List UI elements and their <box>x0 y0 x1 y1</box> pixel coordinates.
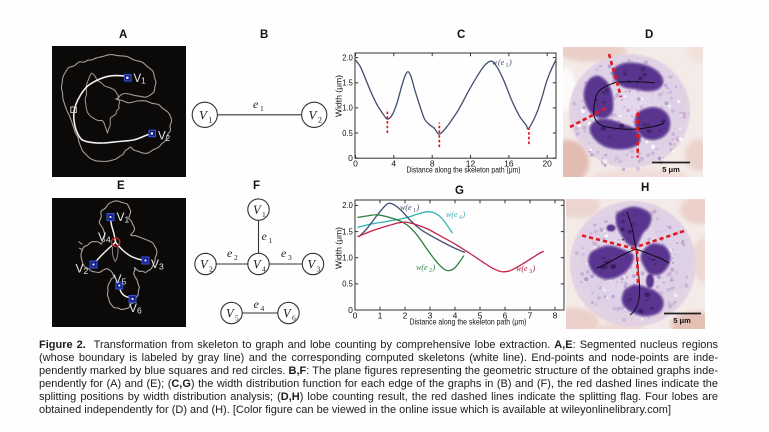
svg-text:2: 2 <box>318 116 322 125</box>
svg-text:2: 2 <box>234 253 238 262</box>
svg-text:1.5: 1.5 <box>342 226 353 236</box>
svg-text:1: 1 <box>269 236 273 245</box>
svg-text:1: 1 <box>209 116 213 125</box>
svg-text:V5: V5 <box>114 272 127 287</box>
svg-text:V: V <box>308 257 317 271</box>
svg-text:0: 0 <box>348 153 353 163</box>
svg-text:e: e <box>253 97 259 111</box>
svg-text:5: 5 <box>478 310 483 320</box>
svg-text:8: 8 <box>430 159 435 169</box>
svg-text:): ) <box>532 264 536 273</box>
svg-text:3: 3 <box>317 264 321 273</box>
svg-text:5 μm: 5 μm <box>662 165 680 174</box>
svg-text:V: V <box>283 306 292 320</box>
svg-text:e: e <box>262 229 268 243</box>
svg-text:16: 16 <box>504 159 514 169</box>
svg-text:Distance along the skeleton pa: Distance along the skeleton path (μm) <box>407 165 521 174</box>
svg-text:12: 12 <box>466 159 476 169</box>
svg-text:V1: V1 <box>134 73 147 86</box>
svg-text:V: V <box>200 257 209 271</box>
svg-text:w(e: w(e <box>400 203 412 212</box>
svg-text:2: 2 <box>209 264 213 273</box>
svg-text:0.5: 0.5 <box>342 279 353 289</box>
svg-text:1: 1 <box>378 310 383 320</box>
svg-text:5 μm: 5 μm <box>673 316 691 325</box>
svg-text:6: 6 <box>503 310 508 320</box>
svg-text:V: V <box>309 107 319 122</box>
svg-text:V2: V2 <box>158 131 171 144</box>
svg-text:1.0: 1.0 <box>342 103 353 113</box>
svg-text:V: V <box>226 306 235 320</box>
svg-text:w: w <box>492 58 498 67</box>
svg-text:6: 6 <box>292 313 296 322</box>
svg-text:): ) <box>508 58 512 67</box>
svg-text:2.0: 2.0 <box>342 52 353 62</box>
svg-text:1: 1 <box>260 104 264 113</box>
svg-text:0: 0 <box>348 305 353 315</box>
svg-text:V3: V3 <box>151 257 164 272</box>
svg-text:7: 7 <box>528 310 533 320</box>
svg-text:V: V <box>253 203 262 217</box>
svg-text:V1: V1 <box>117 210 130 225</box>
svg-text:w(e: w(e <box>516 264 528 273</box>
svg-text:Distance along the skeleton pa: Distance along the skeleton path (μm) <box>410 317 527 326</box>
svg-text:1: 1 <box>262 210 266 219</box>
svg-text:w(e: w(e <box>416 263 428 272</box>
svg-text:Width (μm): Width (μm) <box>335 227 344 269</box>
svg-text:w(e: w(e <box>446 210 458 219</box>
svg-text:e: e <box>281 246 287 260</box>
svg-text:(e: (e <box>498 58 505 67</box>
svg-text:V: V <box>253 257 262 271</box>
svg-text:e: e <box>227 246 233 260</box>
svg-text:5: 5 <box>235 313 239 322</box>
svg-text:e: e <box>254 297 260 311</box>
svg-text:V4: V4 <box>98 230 111 245</box>
svg-text:Width (μm): Width (μm) <box>335 75 344 117</box>
svg-text:1.5: 1.5 <box>342 78 353 88</box>
svg-text:2.0: 2.0 <box>342 200 353 210</box>
svg-text:V2: V2 <box>76 262 89 277</box>
svg-text:V: V <box>199 107 209 122</box>
svg-text:4: 4 <box>391 159 396 169</box>
svg-text:2: 2 <box>429 268 432 274</box>
svg-text:4: 4 <box>459 215 462 221</box>
svg-text:): ) <box>462 210 466 219</box>
svg-text:20: 20 <box>542 159 552 169</box>
svg-text:4: 4 <box>261 304 265 313</box>
svg-text:1: 1 <box>413 208 416 214</box>
svg-text:4: 4 <box>262 264 266 273</box>
svg-text:1.0: 1.0 <box>342 253 353 263</box>
svg-text:2: 2 <box>403 310 408 320</box>
svg-text:4: 4 <box>453 310 458 320</box>
svg-text:0: 0 <box>353 159 358 169</box>
svg-text:0.5: 0.5 <box>342 128 353 138</box>
svg-text:8: 8 <box>553 310 558 320</box>
svg-text:3: 3 <box>529 269 532 275</box>
svg-text:V6: V6 <box>129 301 142 316</box>
svg-text:0: 0 <box>353 310 358 320</box>
svg-text:3: 3 <box>288 253 292 262</box>
svg-text:): ) <box>416 203 420 212</box>
svg-text:3: 3 <box>428 310 433 320</box>
svg-text:1: 1 <box>506 63 509 69</box>
svg-text:): ) <box>432 263 436 272</box>
